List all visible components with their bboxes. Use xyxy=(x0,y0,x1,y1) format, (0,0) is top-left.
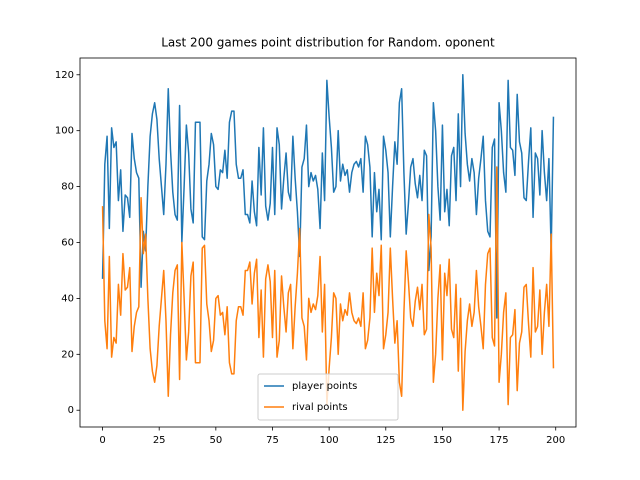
x-tick-label: 75 xyxy=(266,435,279,446)
x-tick-label: 125 xyxy=(376,435,395,446)
chart-title: Last 200 games point distribution for Ra… xyxy=(161,36,495,50)
x-tick-label: 50 xyxy=(209,435,222,446)
y-tick-label: 0 xyxy=(68,405,74,416)
series-line xyxy=(101,74,555,319)
y-tick-label: 100 xyxy=(55,126,74,137)
legend: player points rival points xyxy=(257,373,399,421)
legend-label: rival points xyxy=(292,402,348,413)
x-tick-label: 175 xyxy=(490,435,509,446)
axes-frame xyxy=(79,57,577,428)
x-tick-label: 100 xyxy=(320,435,339,446)
y-tick-label: 80 xyxy=(61,182,74,193)
x-tick-label: 200 xyxy=(546,435,565,446)
x-tick-label: 25 xyxy=(153,435,166,446)
legend-label: player points xyxy=(292,381,357,392)
y-tick-label: 60 xyxy=(61,238,74,249)
legend-box xyxy=(257,373,399,421)
x-tick-label: 150 xyxy=(433,435,452,446)
y-tick-label: 20 xyxy=(61,349,74,360)
x-tick-label: 0 xyxy=(99,435,105,446)
y-tick-label: 40 xyxy=(61,293,74,304)
y-tick-label: 120 xyxy=(55,70,74,81)
